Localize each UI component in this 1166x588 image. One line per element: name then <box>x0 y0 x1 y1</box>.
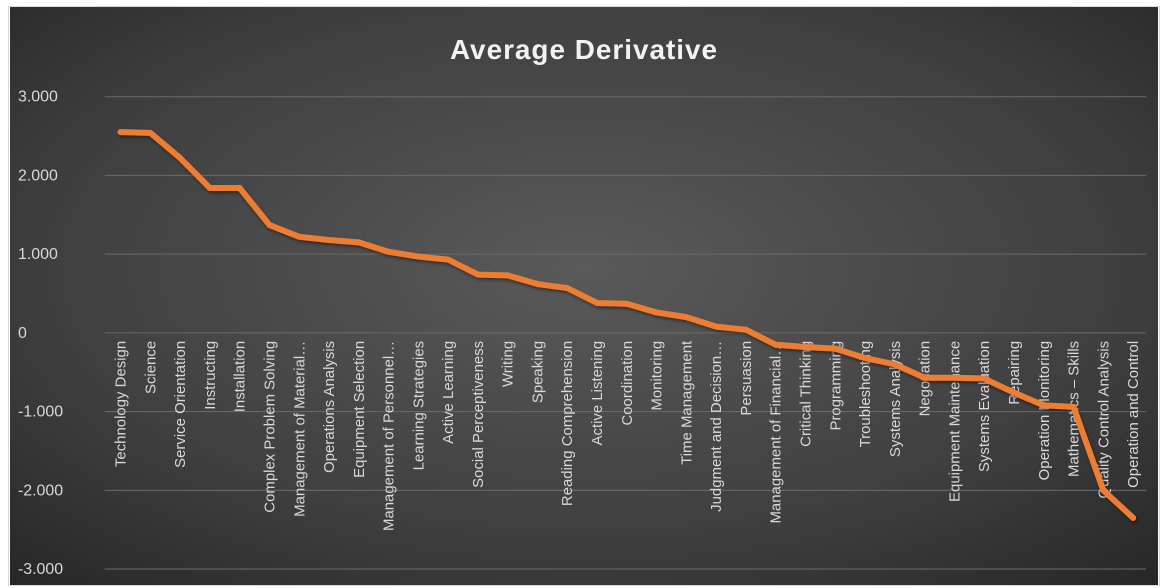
x-category-label: Time Management <box>678 340 695 465</box>
data-point <box>981 375 988 382</box>
data-point <box>713 323 720 330</box>
x-category-label: Equipment Maintenance <box>946 341 963 502</box>
data-point <box>504 272 511 279</box>
y-tick-label: 3.000 <box>18 89 58 106</box>
data-point <box>1070 403 1077 410</box>
x-category-label: Monitoring <box>649 341 666 411</box>
x-category-label: Judgment and Decision… <box>708 341 725 512</box>
x-axis-category-labels: Technology Design Science Service Orientat… <box>113 340 1142 531</box>
data-point <box>415 253 422 260</box>
series-layer <box>117 129 1137 521</box>
x-category-label: Science <box>142 341 159 394</box>
data-point <box>832 345 839 352</box>
x-category-label: Active Learning <box>440 341 457 444</box>
data-point <box>921 374 928 381</box>
data-point <box>296 233 303 240</box>
y-tick-label: -2.000 <box>18 482 63 499</box>
data-point <box>951 374 958 381</box>
x-category-label: Critical Thinking <box>798 341 815 447</box>
x-category-label: Operations Analysis <box>321 341 338 473</box>
data-point <box>1011 389 1018 396</box>
data-point <box>1100 487 1107 494</box>
x-category-label: Programming <box>827 341 844 431</box>
x-category-label: Speaking <box>530 341 547 403</box>
x-category-label: Systems Evaluation <box>976 341 993 472</box>
data-point <box>326 237 333 243</box>
y-axis-tick-labels: 3.000 2.000 1.000 0 -1.000 -2.000 -3.000 <box>18 89 63 578</box>
x-category-label: Equipment Selection <box>351 341 368 478</box>
x-category-label: Social Perceptiveness <box>470 341 487 488</box>
x-category-label: Writing <box>500 341 517 387</box>
data-point <box>772 341 779 348</box>
data-point <box>147 129 154 136</box>
data-point <box>742 326 749 333</box>
data-point <box>594 299 601 306</box>
x-category-label: Systems Analysis <box>887 341 904 457</box>
x-category-label: Installation <box>232 341 249 412</box>
y-tick-label: -1.000 <box>18 404 63 421</box>
data-point <box>623 300 630 307</box>
x-category-label: Management of Material… <box>291 341 308 517</box>
data-point <box>474 271 481 278</box>
x-category-label: Service Orientation <box>172 341 189 468</box>
x-category-label: Persuasion <box>738 341 755 416</box>
y-tick-label: 1.000 <box>18 246 58 263</box>
data-point <box>385 248 392 255</box>
x-category-label: Management of Financial… <box>768 341 785 524</box>
x-category-label: Coordination <box>619 341 636 426</box>
data-point <box>445 256 452 263</box>
x-category-label: Active Listening <box>589 341 606 446</box>
x-category-label: Troubleshooting <box>857 341 874 448</box>
x-category-label: Instructing <box>202 341 219 410</box>
chart-frame: Average Derivative 3.000 2.000 1.000 0 -1.00… <box>8 6 1160 586</box>
y-tick-label: 2.000 <box>18 167 58 184</box>
data-point <box>117 129 124 136</box>
x-category-label: Operation and Control <box>1125 341 1142 488</box>
x-category-label: Quality Control Analysis <box>1095 341 1112 499</box>
data-point <box>891 361 898 368</box>
data-point <box>355 239 362 246</box>
gridlines <box>104 96 1147 570</box>
x-category-label: Learning Strategies <box>410 341 427 471</box>
data-point <box>534 281 541 288</box>
data-point <box>177 155 184 162</box>
data-point <box>653 309 660 316</box>
data-point <box>1130 514 1137 521</box>
x-category-label: Technology Design <box>113 341 130 467</box>
data-point <box>683 314 690 321</box>
data-point <box>266 222 273 229</box>
y-tick-label: -3.000 <box>18 561 63 578</box>
data-point <box>1040 402 1047 409</box>
data-point <box>862 355 869 362</box>
chart-title: Average Derivative <box>450 34 718 65</box>
line-chart: Average Derivative 3.000 2.000 1.000 0 -1.00… <box>9 7 1159 585</box>
x-category-label: Complex Problem Solving <box>261 341 278 513</box>
x-category-label: Operation Monitoring <box>1036 341 1053 481</box>
x-category-label: Management of Personnel… <box>381 341 398 531</box>
data-point <box>802 344 809 351</box>
y-tick-label: 0 <box>18 325 27 342</box>
x-category-label: Reading Comprehension <box>559 341 576 506</box>
data-point <box>236 184 243 191</box>
data-point <box>564 285 571 292</box>
data-point <box>206 184 213 191</box>
